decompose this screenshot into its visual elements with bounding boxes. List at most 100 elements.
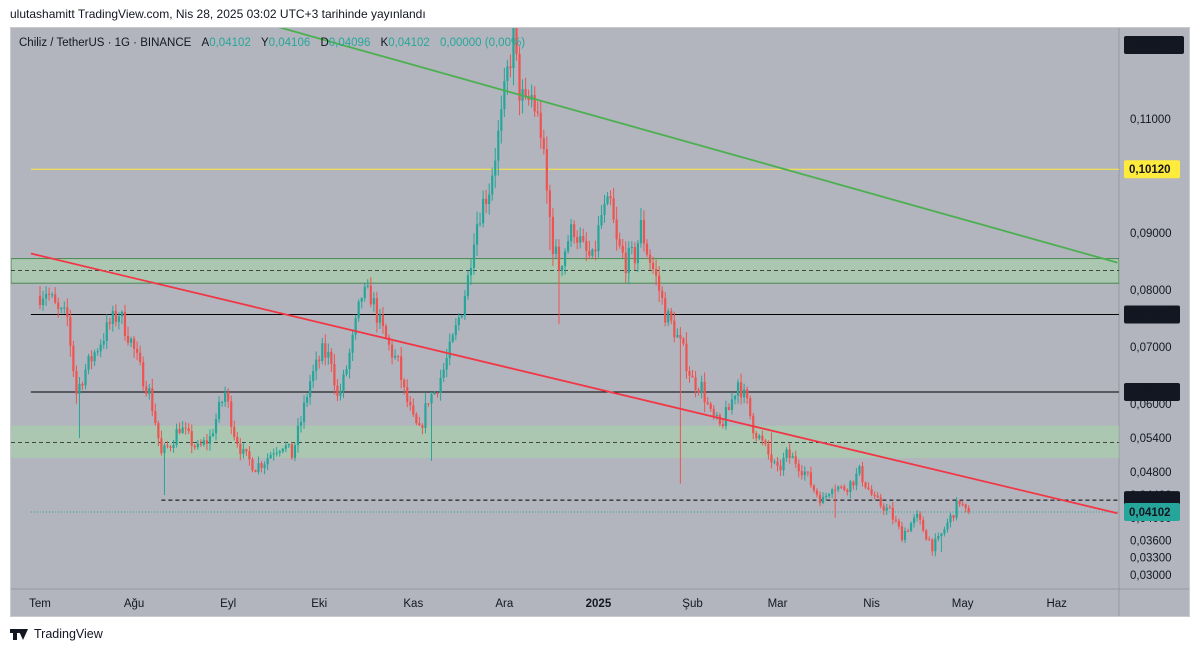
candle [706, 402, 709, 404]
candle [475, 224, 479, 245]
candle [136, 348, 139, 353]
candle [903, 530, 907, 541]
candle [69, 316, 72, 346]
candle [591, 249, 594, 256]
price-label-text: 0,04102 [1129, 507, 1171, 519]
candle [275, 452, 278, 454]
candle [570, 224, 573, 242]
candle [545, 149, 548, 191]
candle [336, 385, 339, 396]
x-tick-label: Eki [311, 598, 327, 610]
publisher-line: ulutashamitt TradingView.com, Nis 28, 20… [10, 7, 426, 21]
candle [108, 322, 111, 324]
candles [38, 28, 970, 557]
candle [239, 444, 242, 454]
candle [321, 343, 324, 361]
candle [761, 435, 764, 441]
candle [457, 317, 460, 326]
candle [818, 494, 822, 503]
candle [454, 325, 457, 336]
candle [630, 247, 633, 249]
x-tick-label: 2025 [586, 598, 612, 610]
candle [709, 403, 712, 409]
candle [730, 399, 734, 410]
candle [123, 311, 127, 336]
candle [746, 389, 749, 399]
candle [114, 311, 117, 322]
candle [208, 436, 212, 444]
candle [57, 302, 60, 309]
y-tick-label: 0,11000 [1130, 114, 1171, 126]
candle [309, 381, 312, 398]
candle [891, 507, 894, 520]
candle [736, 382, 740, 396]
candle [876, 495, 879, 498]
candle [743, 389, 746, 398]
price-label: 0,06210 [1124, 382, 1180, 401]
candle [485, 198, 488, 205]
candle [469, 268, 473, 276]
candle [205, 440, 209, 444]
candle [102, 341, 105, 345]
candle [345, 369, 348, 375]
x-tick-label: Tem [29, 598, 51, 610]
x-tick-label: May [952, 598, 974, 610]
candle [500, 109, 503, 131]
candle [655, 269, 658, 276]
candle [843, 486, 846, 490]
close-value: 0,04102 [388, 37, 430, 49]
candle [934, 538, 937, 552]
candle [72, 345, 75, 371]
candle [448, 341, 451, 359]
candle [909, 523, 913, 532]
candle [66, 307, 69, 317]
candle [667, 311, 670, 323]
candle [360, 297, 363, 302]
x-tick-label: Eyl [220, 598, 236, 610]
candle [758, 435, 761, 439]
candle [315, 359, 318, 371]
symbol-label[interactable]: Chiliz / TetherUS · 1G · BINANCE [19, 37, 192, 49]
candle [563, 251, 567, 267]
y-tick-label: 0,06000 [1130, 399, 1172, 411]
footer-brand[interactable]: TradingView [34, 627, 103, 641]
candle [576, 237, 579, 243]
candle [93, 352, 96, 362]
candle [964, 504, 967, 509]
high-value: 0,04106 [268, 37, 311, 49]
y-tick-label: 0,04800 [1130, 467, 1172, 479]
candle [885, 507, 888, 511]
candle [791, 456, 794, 458]
candle [330, 351, 333, 365]
candle [739, 382, 743, 398]
candle [230, 401, 233, 427]
candle [864, 482, 867, 488]
candle [539, 112, 542, 139]
candle [497, 130, 500, 161]
candle [96, 351, 99, 353]
ohlc-legend: Chiliz / TetherUS · 1G · BINANCE A0,0410… [19, 37, 525, 49]
candle [664, 298, 667, 323]
candle [776, 461, 779, 466]
candle [821, 497, 825, 503]
candle [633, 247, 636, 264]
x-tick-label: Şub [682, 598, 702, 610]
candle [636, 243, 639, 264]
candle [846, 489, 849, 492]
candle [393, 355, 397, 358]
candle [427, 403, 430, 405]
candle [166, 445, 169, 447]
candle [533, 95, 536, 112]
candle [919, 513, 922, 520]
candle [906, 530, 910, 532]
candle [679, 334, 682, 339]
candle [512, 28, 515, 69]
price-label-text: 0,06210 [1129, 387, 1171, 399]
candle [888, 507, 891, 509]
candle [354, 318, 357, 335]
change-value: 0,00000 (0,00%) [440, 37, 526, 49]
candle [421, 425, 424, 428]
candle [931, 539, 934, 552]
candle [366, 285, 369, 287]
